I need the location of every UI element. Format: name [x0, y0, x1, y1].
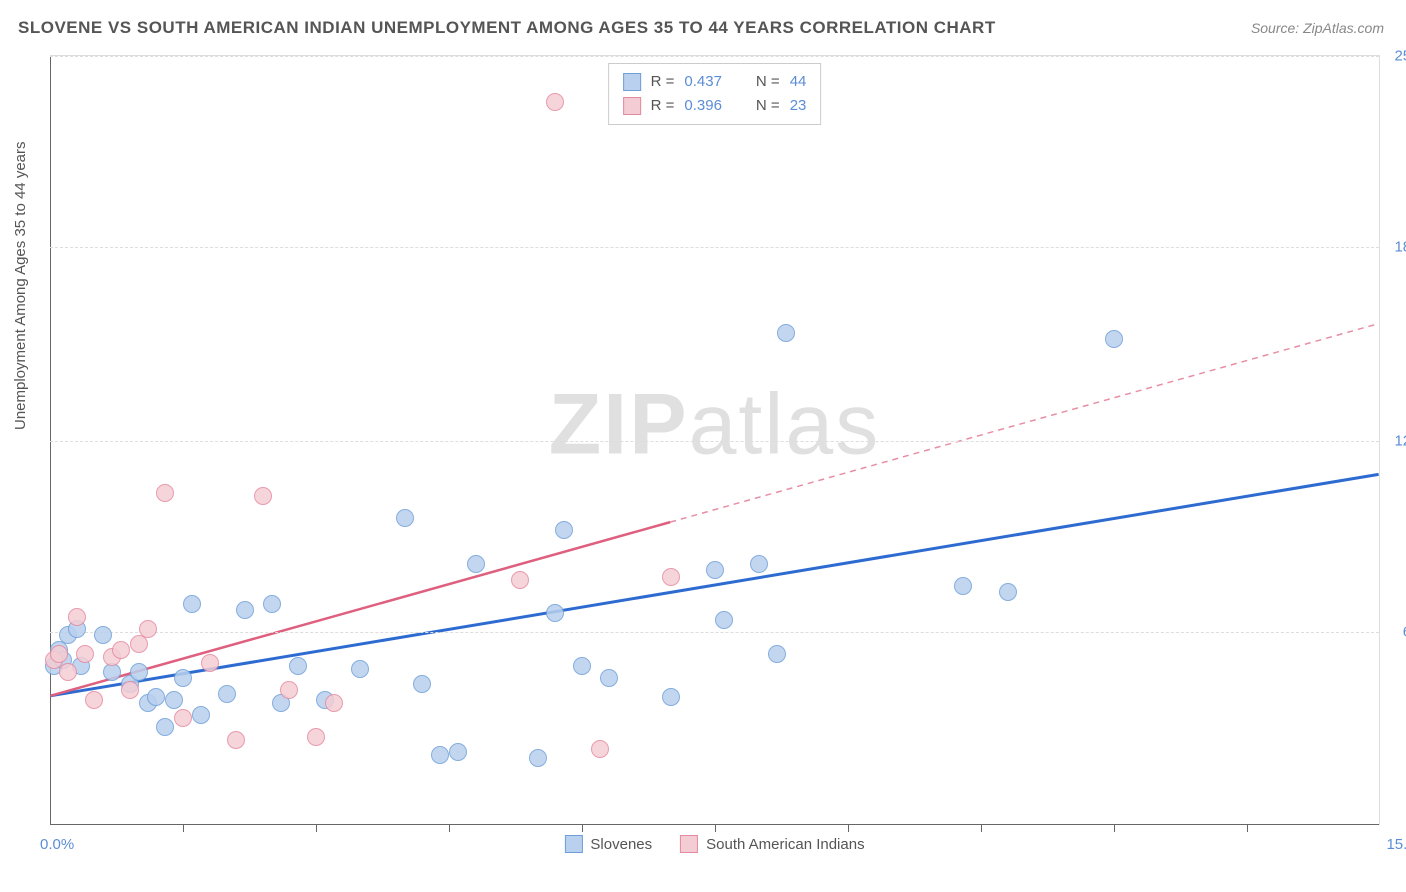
data-point-sai [59, 663, 77, 681]
data-point-slovenes [103, 663, 121, 681]
data-point-slovenes [715, 611, 733, 629]
data-point-slovenes [431, 746, 449, 764]
data-point-slovenes [600, 669, 618, 687]
gridline [50, 632, 1379, 633]
data-point-slovenes [192, 706, 210, 724]
data-point-sai [156, 484, 174, 502]
n-label: N = [756, 94, 780, 118]
r-value: 0.437 [684, 70, 722, 94]
regression-line-sai-dashed [670, 324, 1378, 523]
y-tick-label: 12.5% [1394, 433, 1406, 450]
data-point-slovenes [413, 675, 431, 693]
legend-item-sai: South American Indians [680, 835, 864, 853]
legend-item-slovenes: Slovenes [564, 835, 652, 853]
watermark: ZIPatlas [549, 376, 880, 475]
data-point-sai [325, 694, 343, 712]
series-label: South American Indians [706, 836, 864, 853]
data-point-slovenes [954, 577, 972, 595]
legend-series: Slovenes South American Indians [564, 835, 864, 853]
data-point-slovenes [263, 595, 281, 613]
x-tick [582, 825, 583, 832]
swatch-sai [623, 97, 641, 115]
data-point-sai [121, 681, 139, 699]
data-point-slovenes [777, 324, 795, 342]
data-point-slovenes [236, 601, 254, 619]
swatch-slovenes [564, 835, 582, 853]
data-point-sai [76, 645, 94, 663]
data-point-slovenes [289, 657, 307, 675]
data-point-sai [130, 635, 148, 653]
data-point-sai [50, 645, 68, 663]
chart-title: SLOVENE VS SOUTH AMERICAN INDIAN UNEMPLO… [18, 18, 996, 38]
data-point-slovenes [467, 555, 485, 573]
data-point-sai [139, 620, 157, 638]
r-value: 0.396 [684, 94, 722, 118]
data-point-sai [227, 731, 245, 749]
x-tick [981, 825, 982, 832]
data-point-sai [174, 709, 192, 727]
x-tick [848, 825, 849, 832]
swatch-slovenes [623, 73, 641, 91]
n-value: 44 [790, 70, 807, 94]
data-point-slovenes [546, 604, 564, 622]
data-point-slovenes [999, 583, 1017, 601]
data-point-slovenes [94, 626, 112, 644]
data-point-sai [591, 740, 609, 758]
y-tick-label: 18.8% [1394, 238, 1406, 255]
data-point-slovenes [218, 685, 236, 703]
data-point-slovenes [130, 663, 148, 681]
data-point-slovenes [165, 691, 183, 709]
r-label: R = [651, 70, 675, 94]
data-point-slovenes [351, 660, 369, 678]
data-point-slovenes [174, 669, 192, 687]
data-point-slovenes [555, 521, 573, 539]
data-point-slovenes [573, 657, 591, 675]
gridline [50, 247, 1379, 248]
legend-stat-row-sai: R = 0.396 N = 23 [623, 94, 807, 118]
data-point-sai [85, 691, 103, 709]
data-point-slovenes [706, 561, 724, 579]
x-tick [449, 825, 450, 832]
data-point-slovenes [183, 595, 201, 613]
n-label: N = [756, 70, 780, 94]
data-point-sai [662, 568, 680, 586]
data-point-sai [254, 487, 272, 505]
regression-line-slovenes [50, 474, 1378, 695]
data-point-sai [112, 641, 130, 659]
data-point-sai [546, 93, 564, 111]
gridline [50, 56, 1379, 57]
data-point-slovenes [1105, 330, 1123, 348]
x-tick [183, 825, 184, 832]
x-tick [1247, 825, 1248, 832]
legend-stats: R = 0.437 N = 44 R = 0.396 N = 23 [608, 63, 822, 125]
x-axis-max-label: 15.0% [1386, 836, 1406, 853]
series-label: Slovenes [590, 836, 652, 853]
x-tick [715, 825, 716, 832]
data-point-slovenes [147, 688, 165, 706]
data-point-slovenes [662, 688, 680, 706]
data-point-sai [280, 681, 298, 699]
data-point-slovenes [529, 749, 547, 767]
n-value: 23 [790, 94, 807, 118]
x-axis-min-label: 0.0% [40, 836, 74, 853]
gridline [50, 441, 1379, 442]
source-label: Source: ZipAtlas.com [1251, 20, 1384, 36]
data-point-sai [201, 654, 219, 672]
data-point-slovenes [768, 645, 786, 663]
data-point-sai [307, 728, 325, 746]
data-point-slovenes [750, 555, 768, 573]
data-point-slovenes [449, 743, 467, 761]
data-point-sai [511, 571, 529, 589]
data-point-slovenes [396, 509, 414, 527]
data-point-sai [68, 608, 86, 626]
x-tick [1114, 825, 1115, 832]
y-axis-label: Unemployment Among Ages 35 to 44 years [12, 141, 29, 430]
data-point-slovenes [156, 718, 174, 736]
y-tick-label: 25.0% [1394, 48, 1406, 65]
x-tick [316, 825, 317, 832]
plot-area: ZIPatlas R = 0.437N = 44R = 0.396N = 23 … [50, 55, 1380, 825]
swatch-sai [680, 835, 698, 853]
r-label: R = [651, 94, 675, 118]
legend-stat-row-slovenes: R = 0.437 N = 44 [623, 70, 807, 94]
